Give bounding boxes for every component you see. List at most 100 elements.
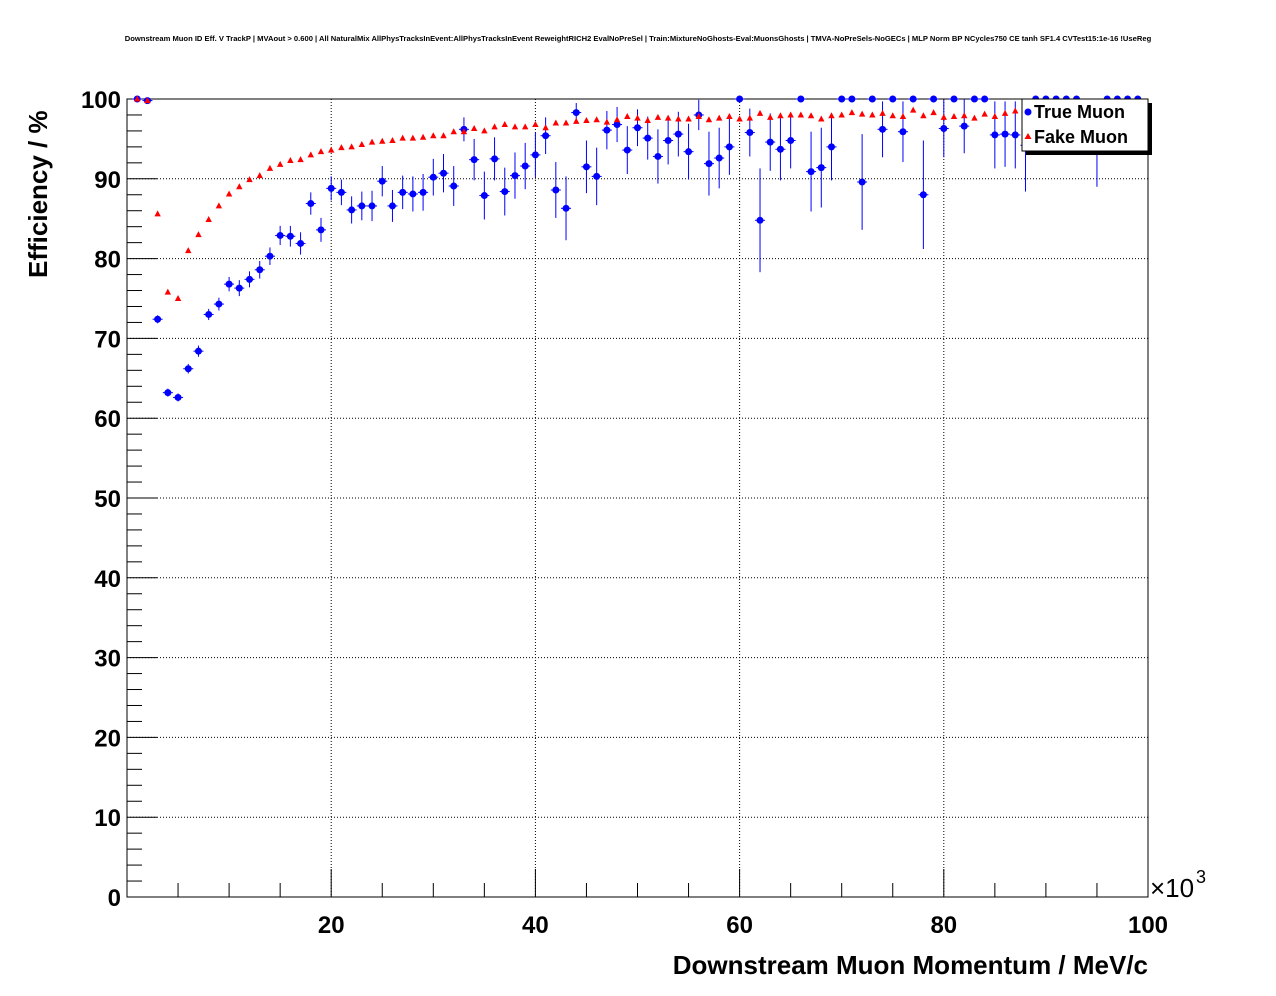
fake-muon-point [613, 116, 621, 123]
fake-muon-point [552, 119, 560, 126]
fake-muon-point [542, 124, 549, 131]
true-muon-point [205, 310, 213, 318]
fake-muon-point [1012, 107, 1019, 114]
fake-muon-point [961, 112, 968, 119]
fake-muon-point [276, 160, 284, 167]
true-muon-point [705, 160, 713, 168]
true-muon-point [1011, 131, 1019, 139]
true-muon-point [879, 125, 887, 133]
true-muon-point [491, 155, 499, 163]
fake-muon-point [134, 95, 141, 102]
true-muon-point [521, 162, 529, 170]
fake-muon-point [440, 132, 447, 139]
fake-muon-point [838, 111, 845, 118]
true-muon-point [246, 275, 254, 283]
fake-muon-point [481, 127, 488, 134]
true-muon-point [582, 163, 590, 171]
true-muon-point [725, 143, 733, 151]
true-muon-point [154, 315, 162, 323]
fake-muon-point [909, 106, 917, 113]
fake-muon-point [317, 148, 325, 155]
y-tick-label: 10 [94, 805, 121, 832]
fake-muon-point [368, 138, 376, 145]
legend-label-true-muon: True Muon [1034, 102, 1125, 122]
fake-muon-point [430, 132, 437, 139]
true-muon-point [470, 156, 478, 164]
true-muon-point [419, 188, 427, 196]
true-muon-point [950, 95, 958, 103]
fake-muon-point [532, 121, 539, 128]
true-muon-point [858, 178, 866, 186]
true-muon-point [225, 280, 233, 288]
true-muon-point [838, 95, 846, 103]
fake-muon-point [1001, 109, 1009, 116]
chart-title: Downstream Muon ID Eff. V TrackP | MVAou… [125, 34, 1152, 43]
fake-muon-point [715, 114, 723, 121]
true-muon-point [940, 125, 948, 133]
fake-muon-point [991, 113, 999, 120]
true-muon-point [184, 365, 192, 373]
fake-muon-point [246, 176, 253, 183]
x-axis-multiplier: ×10 [1150, 873, 1194, 903]
y-tick-label: 50 [94, 486, 121, 513]
fake-muon-point [328, 146, 335, 153]
fake-muon-point [215, 202, 223, 209]
fake-muon-point [920, 112, 927, 119]
true-muon-point [542, 132, 550, 140]
fake-muon-point [940, 113, 947, 120]
true-muon-point [317, 226, 325, 234]
legend-box [1021, 98, 1149, 152]
fake-muon-point [828, 112, 835, 119]
true-muon-point [827, 143, 835, 151]
fake-muon-point [787, 111, 794, 118]
true-muon-point [552, 186, 560, 194]
fake-muon-point [419, 133, 427, 140]
true-muon-point [634, 124, 641, 132]
true-muon-point [256, 266, 264, 274]
fake-muon-point [266, 164, 274, 171]
fake-muon-point [460, 128, 468, 135]
fake-muon-point [879, 109, 886, 116]
y-tick-label: 40 [94, 566, 121, 593]
true-muon-point [297, 239, 305, 247]
fake-muon-point [409, 134, 417, 141]
tick-labels: 20 40 60 80 100 0 10 20 30 40 50 60 70 80 90 100 [81, 87, 1168, 939]
fake-muon-point [848, 109, 856, 116]
fake-muon-point [644, 117, 651, 124]
true-muon-point [991, 131, 999, 139]
fake-muon-point [777, 112, 784, 119]
true-muon-point [511, 172, 519, 180]
true-muon-point [889, 95, 897, 103]
y-tick-label: 0 [108, 885, 121, 912]
y-axis-title: Efficiency / % [23, 110, 53, 278]
true-muon-point [685, 148, 693, 156]
true-muon-point [358, 202, 366, 210]
true-muon-point [531, 151, 539, 159]
true-muon-point [194, 347, 202, 355]
fake-muon-point [950, 113, 958, 120]
true-muon-point [899, 128, 907, 136]
true-muon-point [776, 145, 784, 153]
true-muon-point [307, 200, 315, 208]
true-muon-point [450, 182, 458, 190]
true-muon-point [613, 121, 621, 129]
fake-muon-point [491, 123, 498, 130]
fake-muon-point [889, 112, 896, 119]
fake-muon-point [562, 119, 570, 126]
true-muon-point [388, 202, 396, 210]
true-muon-point [593, 172, 601, 180]
fake-muon-point [756, 109, 764, 116]
y-tick-label: 30 [94, 646, 121, 673]
true-muon-point [766, 138, 774, 146]
true-muon-point [286, 232, 294, 240]
true-muon-point [327, 184, 335, 192]
y-tick-label: 100 [81, 87, 121, 114]
fake-muon-point [358, 140, 366, 147]
true-muon-point [337, 188, 345, 196]
fake-muon-point [501, 121, 508, 128]
true-muon-point [807, 168, 815, 176]
fake-muon-point [695, 113, 702, 120]
fake-muon-point [603, 118, 611, 125]
x-tick-label: 20 [318, 912, 345, 939]
